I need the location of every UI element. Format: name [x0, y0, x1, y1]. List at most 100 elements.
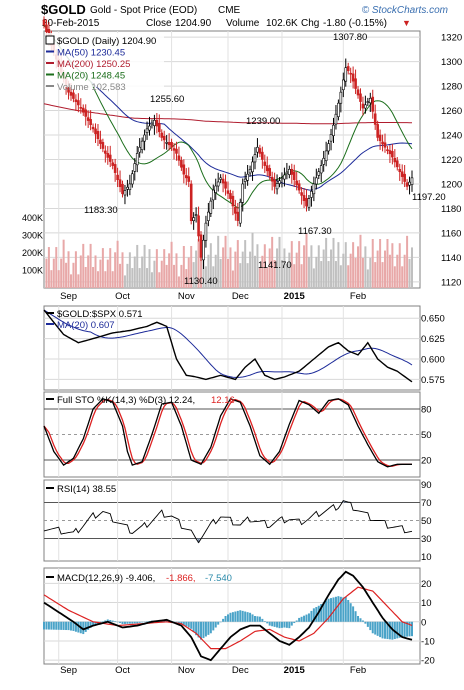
volume-bar: [158, 272, 161, 288]
candle-body: [221, 178, 225, 184]
candle-body: [388, 150, 392, 155]
volume-bar: [280, 260, 283, 288]
macd-histogram-bar: [234, 611, 237, 622]
candle-body: [329, 134, 333, 142]
volume-bar: [121, 252, 124, 288]
macd-histogram-bar: [295, 620, 298, 622]
macd-histogram-bar: [386, 621, 389, 640]
volume-bar: [55, 247, 58, 288]
macd-histogram-bar: [354, 611, 357, 622]
candle-body: [307, 198, 311, 208]
macd-histogram-bar: [239, 610, 242, 622]
volume-bar: [293, 264, 296, 288]
sto-tick-label: 80: [421, 405, 432, 416]
macd-histogram-bar: [379, 621, 382, 638]
macd-histogram-bar: [111, 620, 114, 622]
rs-line: [43, 309, 413, 383]
volume-bar: [177, 276, 180, 288]
rs-tick-label: 0.600: [421, 355, 445, 366]
volume-bar: [352, 242, 355, 288]
macd-histogram-bar: [322, 602, 325, 622]
macd-histogram-bar: [298, 617, 301, 622]
volume-bar: [276, 248, 279, 288]
macd-histogram-bar: [92, 621, 95, 626]
candle-body: [315, 177, 318, 185]
candle-body: [241, 183, 245, 203]
candle-body: [145, 128, 149, 133]
price-legend-entry: Volume 102,583: [57, 82, 126, 93]
candle-body: [354, 78, 357, 89]
macd-histogram-bar: [327, 598, 330, 622]
volume-bar: [143, 244, 146, 288]
volume-bar: [47, 247, 50, 288]
volume-bar: [408, 258, 411, 288]
price-tick-label: 1320: [441, 33, 462, 44]
candle-body: [91, 126, 95, 130]
macd-histogram-bar: [197, 621, 200, 638]
candle-body: [126, 186, 129, 190]
macd-histogram-bar: [217, 621, 220, 625]
candle-body: [197, 215, 200, 237]
macd-histogram-bar: [121, 621, 124, 625]
macd-histogram-bar: [332, 597, 335, 622]
volume-bar: [334, 261, 337, 288]
price-tick-label: 1140: [441, 253, 461, 264]
candle-body: [143, 134, 146, 142]
macd-histogram-bar: [55, 621, 58, 630]
volume-bar: [347, 265, 350, 288]
volume-bar: [204, 266, 207, 288]
macd-histogram-bar: [177, 621, 180, 624]
ma20-line: [43, 24, 413, 209]
candle-body: [86, 117, 90, 121]
macd-histogram-bar: [266, 621, 269, 624]
price-annotation: 1239.00: [246, 116, 280, 127]
close-label: Close: [146, 18, 172, 29]
volume-bar: [57, 270, 60, 288]
candle-body: [175, 148, 178, 154]
macd-histogram-bar: [271, 621, 274, 627]
volume-bar: [50, 270, 53, 288]
volume-bar: [175, 253, 178, 288]
macd-histogram-bar: [119, 621, 122, 623]
volume-bar: [388, 254, 391, 288]
price-legend-entry: $GOLD (Daily) 1204.90: [57, 36, 156, 47]
volume-bar: [406, 235, 409, 288]
candle-body: [187, 176, 191, 182]
macd-histogram-bar: [131, 621, 134, 624]
volume-bar: [374, 262, 377, 288]
macd-histogram-bar: [72, 621, 75, 631]
price-tick-label: 1260: [441, 106, 462, 117]
candle-body: [288, 168, 291, 175]
candle-body: [410, 177, 414, 185]
volume-bar: [251, 232, 254, 288]
volume-bar: [300, 264, 303, 288]
volume-bar: [104, 271, 107, 288]
macd-histogram-bar: [60, 621, 63, 630]
macd-histogram-bar: [256, 616, 259, 622]
candle-body: [248, 168, 252, 174]
macd-histogram-bar: [101, 621, 104, 623]
candle-body: [170, 142, 173, 148]
candle-body: [194, 214, 198, 216]
volume-bar: [327, 261, 330, 288]
macd-histogram-bar: [45, 621, 48, 630]
candle-body: [84, 109, 88, 117]
candle-body: [332, 124, 335, 136]
volume-bar: [217, 235, 220, 288]
chart-exchange: CME: [218, 5, 241, 16]
candle-body: [199, 234, 203, 258]
volume-bar: [111, 271, 114, 288]
macd-histogram-bar: [207, 621, 210, 635]
macd-histogram-bar: [330, 598, 333, 622]
macd-histogram-bar: [192, 621, 195, 632]
price-annotation: 1141.70: [258, 260, 292, 271]
macd-histogram-bar: [109, 620, 112, 622]
macd-histogram-bar: [344, 596, 347, 622]
volume-bar: [271, 236, 274, 288]
candle-body: [211, 189, 215, 201]
macd-histogram-bar: [204, 621, 207, 637]
candle-body: [283, 174, 286, 180]
macd-histogram-bar: [357, 616, 360, 622]
candle-body: [96, 131, 100, 139]
